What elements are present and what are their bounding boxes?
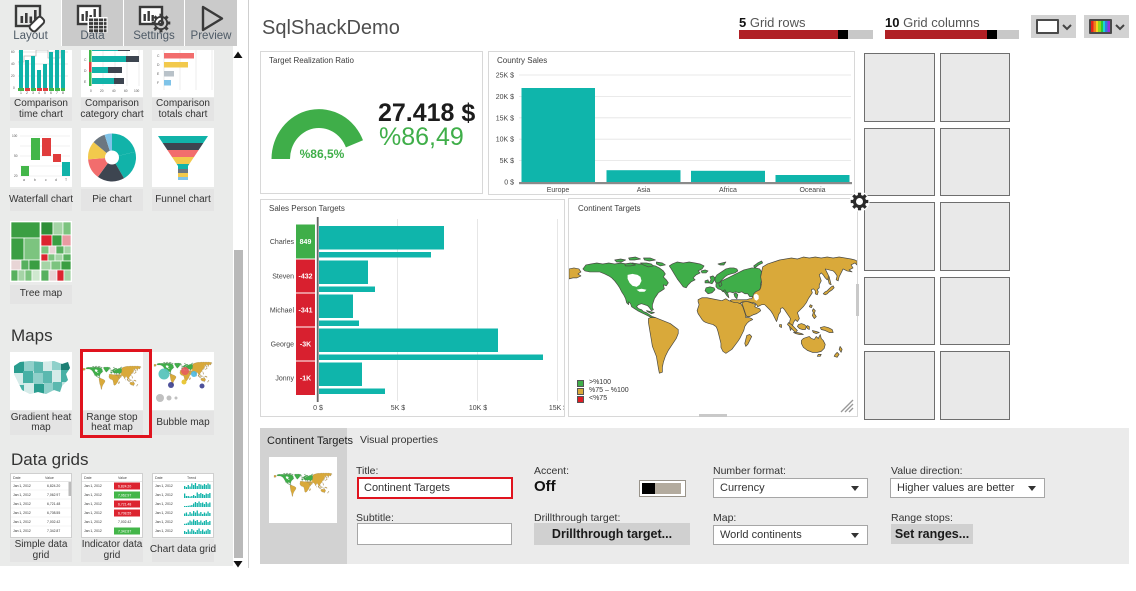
svg-text:Jan 1, 2012: Jan 1, 2012 bbox=[84, 493, 102, 497]
svg-text:25K $: 25K $ bbox=[496, 73, 514, 80]
svg-text:10K $: 10K $ bbox=[469, 405, 487, 412]
svg-text:40: 40 bbox=[112, 89, 116, 93]
svg-text:4: 4 bbox=[38, 91, 40, 95]
svg-text:7,062.97: 7,062.97 bbox=[47, 493, 60, 497]
svg-text:-341: -341 bbox=[298, 308, 312, 315]
svg-text:5: 5 bbox=[44, 91, 46, 95]
svg-text:7,342.87: 7,342.87 bbox=[47, 529, 60, 533]
svg-text:1: 1 bbox=[20, 91, 22, 95]
svg-text:E: E bbox=[157, 72, 160, 76]
svg-text:0 $: 0 $ bbox=[504, 180, 514, 187]
svg-text:0 $: 0 $ bbox=[313, 405, 323, 412]
svg-text:7,002.42: 7,002.42 bbox=[47, 520, 60, 524]
svg-text:D: D bbox=[157, 63, 160, 67]
svg-text:-432: -432 bbox=[298, 274, 312, 281]
svg-text:20: 20 bbox=[14, 174, 18, 178]
svg-text:Jan 1, 2012: Jan 1, 2012 bbox=[155, 493, 173, 497]
svg-text:-3K: -3K bbox=[300, 342, 311, 349]
svg-text:Jan 1, 2012: Jan 1, 2012 bbox=[84, 520, 102, 524]
svg-text:5K $: 5K $ bbox=[500, 158, 515, 165]
svg-text:Charles: Charles bbox=[270, 239, 295, 246]
svg-text:60: 60 bbox=[124, 89, 128, 93]
svg-text:20K $: 20K $ bbox=[496, 94, 514, 101]
svg-text:Jan 1, 2012: Jan 1, 2012 bbox=[13, 502, 31, 506]
svg-text:Date: Date bbox=[13, 476, 21, 480]
svg-text:7,002.42: 7,002.42 bbox=[118, 520, 131, 524]
svg-text:Jan 1, 2012: Jan 1, 2012 bbox=[84, 502, 102, 506]
svg-text:b: b bbox=[34, 178, 36, 182]
svg-text:100: 100 bbox=[12, 134, 18, 138]
svg-text:George: George bbox=[271, 342, 294, 349]
svg-text:Jan 1, 2012: Jan 1, 2012 bbox=[84, 529, 102, 533]
svg-text:Value: Value bbox=[118, 476, 127, 480]
svg-text:Europe: Europe bbox=[547, 187, 570, 194]
svg-text:Value: Value bbox=[45, 476, 54, 480]
svg-text:Jan 1, 2012: Jan 1, 2012 bbox=[155, 529, 173, 533]
svg-text:Date: Date bbox=[84, 476, 92, 480]
svg-text:Steven: Steven bbox=[272, 274, 294, 281]
svg-text:40: 40 bbox=[11, 62, 15, 66]
svg-text:F: F bbox=[157, 81, 159, 85]
svg-text:Jan 1, 2012: Jan 1, 2012 bbox=[155, 484, 173, 488]
svg-text:Jan 1, 2012: Jan 1, 2012 bbox=[84, 484, 102, 488]
svg-text:6: 6 bbox=[50, 91, 52, 95]
svg-text:Jan 1, 2012: Jan 1, 2012 bbox=[155, 511, 173, 515]
svg-text:D: D bbox=[84, 69, 87, 73]
svg-text:Jan 1, 2012: Jan 1, 2012 bbox=[13, 493, 31, 497]
svg-text:Jan 1, 2012: Jan 1, 2012 bbox=[13, 484, 31, 488]
svg-text:7,342.87: 7,342.87 bbox=[118, 530, 131, 534]
svg-text:5K $: 5K $ bbox=[391, 405, 406, 412]
svg-text:20: 20 bbox=[11, 74, 15, 78]
svg-text:6,708.55: 6,708.55 bbox=[47, 511, 60, 515]
svg-text:60: 60 bbox=[11, 50, 15, 54]
svg-text:Asia: Asia bbox=[637, 187, 651, 194]
svg-text:Jan 1, 2012: Jan 1, 2012 bbox=[13, 511, 31, 515]
svg-text:B: B bbox=[84, 50, 87, 51]
svg-text:6,824.20: 6,824.20 bbox=[47, 484, 60, 488]
svg-text:Jan 1, 2012: Jan 1, 2012 bbox=[13, 529, 31, 533]
svg-text:20: 20 bbox=[100, 89, 104, 93]
svg-text:-1K: -1K bbox=[300, 376, 311, 383]
svg-text:0: 0 bbox=[13, 86, 15, 90]
svg-text:Oceania: Oceania bbox=[799, 187, 825, 194]
svg-text:Trend: Trend bbox=[187, 476, 196, 480]
svg-text:849: 849 bbox=[300, 239, 312, 246]
svg-text:6,721.48: 6,721.48 bbox=[118, 503, 131, 507]
svg-text:Date: Date bbox=[155, 476, 163, 480]
svg-text:Jan 1, 2012: Jan 1, 2012 bbox=[155, 520, 173, 524]
svg-text:7,062.97: 7,062.97 bbox=[118, 494, 131, 498]
svg-text:6,708.55: 6,708.55 bbox=[118, 512, 131, 516]
svg-text:3: 3 bbox=[32, 91, 34, 95]
svg-text:a: a bbox=[23, 178, 25, 182]
svg-text:7: 7 bbox=[56, 91, 58, 95]
svg-text:Jonny: Jonny bbox=[275, 376, 294, 383]
svg-text:C: C bbox=[157, 54, 160, 58]
svg-text:6,824.20: 6,824.20 bbox=[118, 485, 131, 489]
svg-text:10K $: 10K $ bbox=[496, 137, 514, 144]
svg-text:100: 100 bbox=[134, 89, 140, 93]
svg-text:T: T bbox=[65, 178, 67, 182]
svg-text:50: 50 bbox=[14, 154, 18, 158]
svg-text:15K $: 15K $ bbox=[549, 405, 564, 412]
svg-text:Jan 1, 2012: Jan 1, 2012 bbox=[13, 520, 31, 524]
svg-text:15K $: 15K $ bbox=[496, 115, 514, 122]
svg-text:6,721.48: 6,721.48 bbox=[47, 502, 60, 506]
svg-text:d: d bbox=[55, 178, 57, 182]
svg-text:2: 2 bbox=[26, 91, 28, 95]
svg-text:8: 8 bbox=[62, 91, 64, 95]
svg-text:c: c bbox=[45, 178, 47, 182]
svg-text:Africa: Africa bbox=[719, 187, 737, 194]
svg-text:E: E bbox=[84, 80, 87, 84]
svg-text:Jan 1, 2012: Jan 1, 2012 bbox=[84, 511, 102, 515]
svg-text:Michael: Michael bbox=[270, 308, 295, 315]
svg-text:0: 0 bbox=[90, 89, 92, 93]
svg-text:Jan 1, 2012: Jan 1, 2012 bbox=[155, 502, 173, 506]
svg-text:C: C bbox=[84, 58, 87, 62]
